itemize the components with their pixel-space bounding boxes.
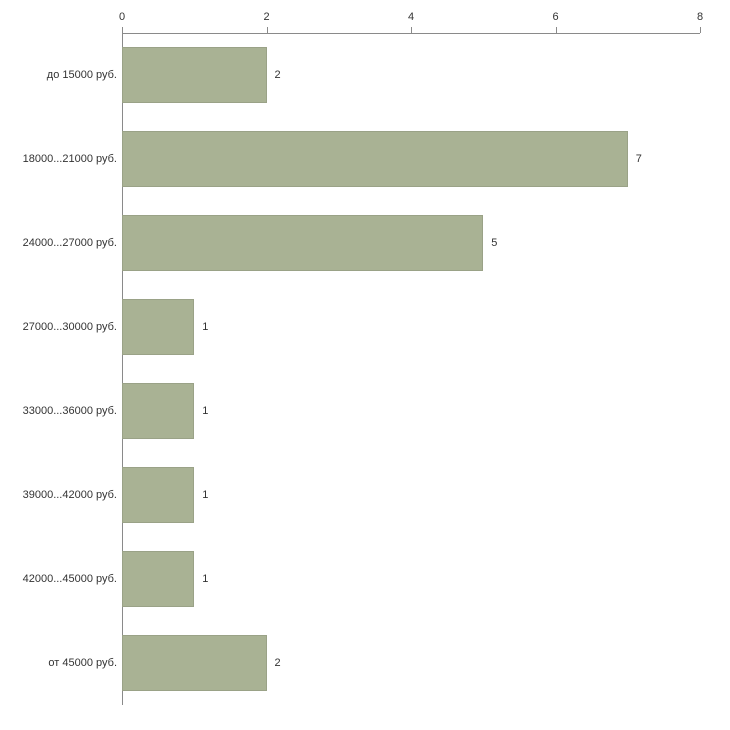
bar <box>122 215 484 271</box>
value-label: 1 <box>202 573 209 585</box>
value-label: 1 <box>202 321 209 333</box>
category-label: 27000...30000 руб. <box>22 321 117 333</box>
x-tick <box>266 27 268 33</box>
value-label: 5 <box>491 237 498 249</box>
x-axis <box>122 33 700 34</box>
category-label: 42000...45000 руб. <box>22 573 117 585</box>
bar-rows: до 15000 руб. 2 18000...21000 руб. 7 24000..… <box>0 33 730 705</box>
x-tick <box>700 27 701 33</box>
bar-row: 42000...45000 руб. 1 <box>0 537 730 621</box>
x-tick <box>555 27 557 33</box>
bar <box>122 383 195 439</box>
bar <box>122 47 267 103</box>
category-label: 39000...42000 руб. <box>22 489 117 501</box>
category-label: 33000...36000 руб. <box>22 405 117 417</box>
value-label: 7 <box>635 153 642 165</box>
bar-row: 27000...30000 руб. 1 <box>0 285 730 369</box>
bar <box>122 131 628 187</box>
value-label: 2 <box>274 657 281 669</box>
bar <box>122 299 195 355</box>
bar-row: 24000...27000 руб. 5 <box>0 201 730 285</box>
category-label: до 15000 руб. <box>46 69 117 81</box>
bar <box>122 635 267 691</box>
x-tick-label: 0 <box>118 11 126 23</box>
bar <box>122 467 195 523</box>
value-label: 1 <box>202 405 209 417</box>
bar-row: 18000...21000 руб. 7 <box>0 117 730 201</box>
bar-row: 33000...36000 руб. 1 <box>0 369 730 453</box>
bar-row: от 45000 руб. 2 <box>0 621 730 705</box>
x-tick-label: 4 <box>407 11 415 23</box>
bar-row: до 15000 руб. 2 <box>0 33 730 117</box>
bar-row: 39000...42000 руб. 1 <box>0 453 730 537</box>
x-tick-label: 6 <box>552 11 559 23</box>
y-axis <box>122 33 123 705</box>
value-label: 2 <box>274 69 281 81</box>
x-tick <box>122 27 123 33</box>
bar <box>122 551 195 607</box>
category-label: 24000...27000 руб. <box>22 237 117 249</box>
value-label: 1 <box>202 489 209 501</box>
x-tick-label: 2 <box>263 11 270 23</box>
x-tick <box>411 27 412 33</box>
category-label: 18000...21000 руб. <box>22 153 117 165</box>
x-tick-label: 8 <box>696 11 704 23</box>
category-label: от 45000 руб. <box>48 657 117 669</box>
